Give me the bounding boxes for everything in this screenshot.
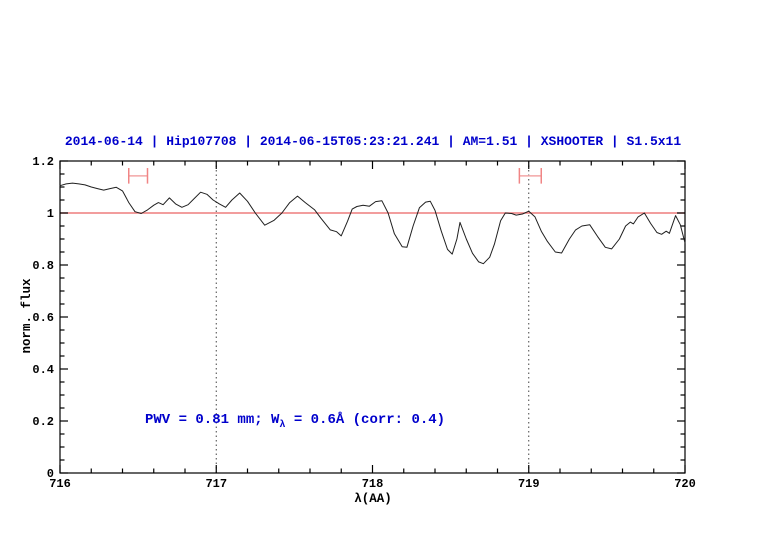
x-tick-label: 718	[362, 477, 384, 491]
x-tick-label: 720	[674, 477, 696, 491]
y-tick-label: 0.4	[32, 363, 54, 377]
pwv-annotation-text-2: = 0.6Å (corr: 0.4)	[285, 412, 446, 428]
y-tick-label: 0.6	[32, 311, 54, 325]
x-tick-label: 717	[205, 477, 227, 491]
lambda-subscript: λ	[279, 419, 286, 431]
spectrum-curve	[59, 182, 686, 265]
pwv-annotation: PWV = 0.81 mm; Wλ = 0.6Å (corr: 0.4)	[145, 412, 445, 431]
y-tick-label: 0	[47, 467, 54, 481]
x-tick-label: 719	[518, 477, 540, 491]
y-tick-label: 1	[47, 207, 54, 221]
y-tick-label: 1.2	[32, 155, 54, 169]
y-tick-label: 0.2	[32, 415, 54, 429]
plot-title: 2014-06-14 | Hip107708 | 2014-06-15T05:2…	[64, 134, 682, 149]
pwv-annotation-text: PWV = 0.81 mm; W	[145, 412, 280, 428]
y-tick-label: 0.8	[32, 259, 54, 273]
x-tick-label: 716	[49, 477, 71, 491]
x-axis-title: λ(AA)	[354, 492, 392, 506]
